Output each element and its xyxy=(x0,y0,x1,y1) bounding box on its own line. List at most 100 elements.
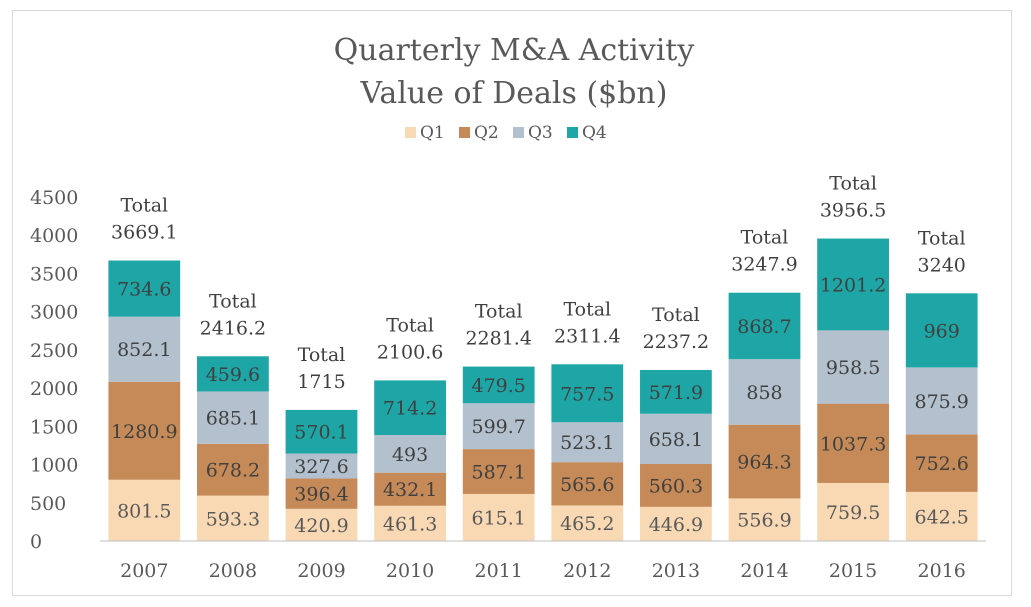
x-tick-label: 2015 xyxy=(829,560,877,582)
bars: 801.5 1280.9 852.1 734.6 593.3 678.2 685.1 459.… xyxy=(108,238,978,541)
data-label-2014-q3: 858 xyxy=(746,382,782,404)
bar-segment-2012-q1 xyxy=(551,505,624,541)
data-label-2011-q4: 479.5 xyxy=(471,375,525,397)
bar-segment-2009-q4 xyxy=(285,409,358,454)
bar-segment-2013-q2 xyxy=(640,464,712,507)
y-tick-label: 4000 xyxy=(30,225,78,247)
bar-segment-2015-q1 xyxy=(817,482,889,541)
x-axis: 2007 2008 2009 2010 2011 2012 2013 2014 2015 2016 xyxy=(120,560,966,582)
bar-segment-2012-q3 xyxy=(551,422,624,463)
data-label-2008-q1: 593.3 xyxy=(206,508,260,530)
total-label-heading-2014: Total xyxy=(741,227,789,249)
bar-segment-2010-q4 xyxy=(374,380,446,436)
bar-segment-2014-q3 xyxy=(728,359,801,425)
total-label-heading-2015: Total xyxy=(829,173,877,195)
data-label-2012-q3: 523.1 xyxy=(560,432,614,454)
bar-segment-2013-q4 xyxy=(640,369,712,414)
bar-segment-2016-q3 xyxy=(905,367,978,435)
data-label-2008-q4: 459.6 xyxy=(206,364,260,386)
x-tick-label: 2010 xyxy=(386,560,434,582)
total-label-value-2016: 3240 xyxy=(918,254,966,276)
bar-segment-2011-q4 xyxy=(462,366,535,404)
data-label-2013-q3: 658.1 xyxy=(649,429,703,451)
data-label-2009-q4: 570.1 xyxy=(294,422,348,444)
bar-segment-2011-q1 xyxy=(462,493,535,541)
total-label-value-2011: 2281.4 xyxy=(465,328,531,350)
y-tick-label: 4500 xyxy=(30,187,78,209)
y-tick-label: 3000 xyxy=(30,302,78,324)
legend-swatch-q2 xyxy=(459,127,470,138)
total-label-heading-2007: Total xyxy=(120,195,168,217)
data-label-2016-q2: 752.6 xyxy=(914,453,968,475)
bar-segment-2010-q1 xyxy=(374,505,446,541)
data-label-2009-q2: 396.4 xyxy=(294,484,348,506)
bar-segment-2010-q2 xyxy=(374,472,446,506)
bar-segment-2007-q3 xyxy=(108,316,181,382)
y-axis: 0 500 1000 1500 2000 2500 3000 3500 4000 4500 xyxy=(30,187,78,553)
data-label-2016-q3: 875.9 xyxy=(914,391,968,413)
bar-segment-2009-q3 xyxy=(285,453,358,479)
data-label-2016-q4: 969 xyxy=(924,320,960,342)
legend-label-q1: Q1 xyxy=(420,123,445,143)
data-label-2015-q1: 759.5 xyxy=(826,502,880,524)
data-label-2013-q2: 560.3 xyxy=(649,475,703,497)
data-label-2008-q3: 685.1 xyxy=(206,408,260,430)
bar-segment-2016-q2 xyxy=(905,434,978,492)
x-tick-label: 2016 xyxy=(918,560,966,582)
data-label-2010-q1: 461.3 xyxy=(383,513,437,535)
total-labels: Total 3669.1 Total 2416.2 Total 1715 Total 2100… xyxy=(111,173,966,393)
data-label-2010-q3: 493 xyxy=(392,444,428,466)
bar-segment-2014-q4 xyxy=(728,292,801,360)
data-label-2014-q2: 964.3 xyxy=(737,452,791,474)
data-label-2014-q1: 556.9 xyxy=(737,510,791,532)
data-label-2007-q1: 801.5 xyxy=(117,500,171,522)
bar-segment-2014-q2 xyxy=(728,424,801,499)
legend-swatch-q4 xyxy=(567,127,578,138)
bar-segment-2011-q2 xyxy=(462,449,535,494)
y-tick-label: 2500 xyxy=(30,340,78,362)
bar-segment-2007-q2 xyxy=(108,381,181,480)
total-label-value-2015: 3956.5 xyxy=(820,200,886,222)
bar-segment-2016-q1 xyxy=(905,491,978,541)
legend-label-q2: Q2 xyxy=(474,123,499,143)
bar-segment-2012-q4 xyxy=(551,364,624,423)
y-tick-label: 0 xyxy=(30,531,42,553)
chart-subtitle: Value of Deals ($bn) xyxy=(360,76,668,111)
bar-segment-2015-q3 xyxy=(817,330,889,404)
bar-segment-2015-q4 xyxy=(817,238,889,331)
bar-segment-2016-q4 xyxy=(905,293,978,368)
x-tick-label: 2009 xyxy=(297,560,345,582)
data-label-2015-q4: 1201.2 xyxy=(820,274,886,296)
y-tick-label: 3500 xyxy=(30,263,78,285)
bar-segment-2010-q3 xyxy=(374,435,446,473)
data-label-2012-q1: 465.2 xyxy=(560,513,614,535)
legend-label-q3: Q3 xyxy=(528,123,553,143)
data-label-2007-q4: 734.6 xyxy=(117,279,171,301)
bar-segment-2009-q2 xyxy=(285,478,358,509)
bar-segment-2008-q1 xyxy=(197,495,269,541)
x-tick-label: 2013 xyxy=(652,560,700,582)
bar-segment-2008-q4 xyxy=(197,356,269,392)
data-label-2011-q1: 615.1 xyxy=(471,507,525,529)
x-tick-label: 2012 xyxy=(563,560,611,582)
bar-segment-2013-q3 xyxy=(640,413,712,465)
total-label-heading-2008: Total xyxy=(209,290,257,312)
data-label-2016-q1: 642.5 xyxy=(914,506,968,528)
total-label-heading-2012: Total xyxy=(563,298,611,320)
data-label-2008-q2: 678.2 xyxy=(206,460,260,482)
total-label-heading-2016: Total xyxy=(918,227,966,249)
bar-segment-2015-q2 xyxy=(817,403,889,483)
x-tick-label: 2008 xyxy=(209,560,257,582)
bar-segment-2012-q2 xyxy=(551,462,624,506)
y-tick-label: 1000 xyxy=(30,455,78,477)
bar-segment-2008-q3 xyxy=(197,391,269,444)
bar-segment-2007-q1 xyxy=(108,479,181,541)
bar-segment-2011-q3 xyxy=(462,403,535,450)
data-label-2009-q3: 327.6 xyxy=(294,456,348,478)
data-label-2007-q3: 852.1 xyxy=(117,339,171,361)
total-label-value-2014: 3247.9 xyxy=(731,254,797,276)
y-tick-label: 500 xyxy=(30,493,66,515)
data-label-2010-q4: 714.2 xyxy=(383,398,437,420)
data-label-2014-q4: 868.7 xyxy=(737,316,791,338)
